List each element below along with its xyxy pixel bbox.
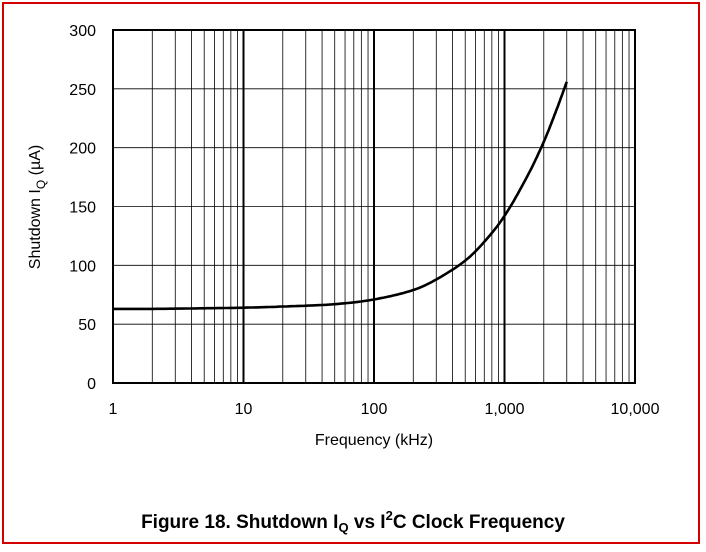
x-tick-label: 100 [361, 401, 388, 418]
y-tick-label: 100 [69, 258, 96, 275]
y-tick-label: 200 [69, 141, 96, 158]
x-axis-label: Frequency (kHz) [315, 432, 433, 449]
x-tick-label: 1 [109, 401, 118, 418]
y-tick-label: 150 [69, 200, 96, 217]
y-tick-label: 0 [87, 376, 96, 393]
x-tick-label: 1,000 [484, 401, 524, 418]
chart: 0 50 100 150 200 250 300 1 10 100 1,000 10,000 Fre… [27, 23, 660, 449]
x-tick-labels: 1 10 100 1,000 10,000 [109, 401, 660, 418]
plot-area-border [112, 29, 636, 384]
figure-caption: Figure 18. Shutdown IQ vs I2C Clock Freq… [141, 508, 565, 535]
y-tick-label: 300 [69, 23, 96, 40]
grid [113, 30, 635, 383]
figure-border [2, 2, 700, 544]
y-tick-label: 50 [78, 317, 96, 334]
y-tick-labels: 0 50 100 150 200 250 300 [69, 23, 96, 393]
x-tick-label: 10 [235, 401, 253, 418]
y-axis-label: Shutdown IQ (µA) [27, 145, 48, 269]
x-tick-label: 10,000 [611, 401, 660, 418]
series-line [113, 81, 569, 311]
y-tick-label: 250 [69, 82, 96, 99]
